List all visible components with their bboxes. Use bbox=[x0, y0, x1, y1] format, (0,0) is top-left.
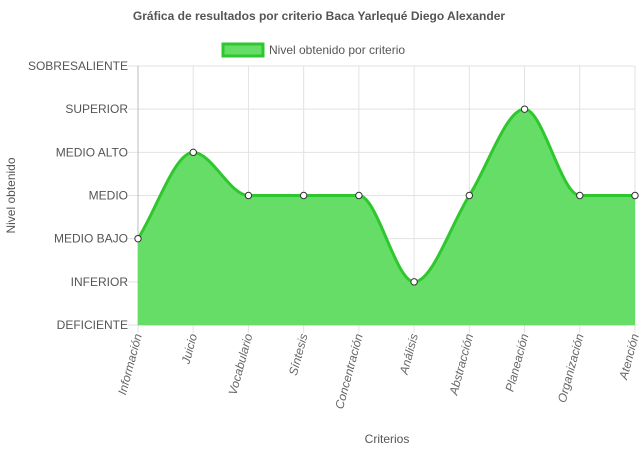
data-point[interactable] bbox=[410, 278, 418, 286]
data-point[interactable] bbox=[134, 234, 142, 243]
legend-swatch bbox=[221, 42, 265, 58]
data-point[interactable] bbox=[189, 148, 197, 157]
y-tick-label: MEDIO ALTO bbox=[56, 145, 128, 159]
y-tick-label: INFERIOR bbox=[71, 275, 129, 289]
area-layer bbox=[136, 107, 635, 326]
data-point[interactable] bbox=[576, 191, 584, 200]
data-point[interactable] bbox=[355, 191, 363, 200]
data-point[interactable] bbox=[520, 105, 529, 113]
data-point[interactable] bbox=[244, 191, 253, 200]
x-tick-label: Concentración bbox=[332, 332, 366, 411]
data-point[interactable] bbox=[631, 191, 639, 200]
y-tick-label: DEFICIENTE bbox=[57, 318, 128, 332]
legend-label: Nivel obtenido por criterio bbox=[269, 43, 405, 57]
x-tick-label: Atención bbox=[616, 332, 639, 382]
series-line bbox=[136, 107, 635, 284]
data-point[interactable] bbox=[299, 191, 308, 200]
x-ticks: Información Juicio Vocabulario Síntesis Conc… bbox=[115, 332, 639, 411]
y-tick-label: SOBRESALIENTE bbox=[28, 59, 128, 73]
points bbox=[134, 105, 639, 286]
x-tick-label: Síntesis bbox=[286, 332, 311, 377]
y-tick-label: SUPERIOR bbox=[65, 102, 128, 116]
y-axis-title: Nivel obtenido bbox=[4, 157, 18, 233]
chart-title: Gráfica de resultados por criterio Baca … bbox=[133, 9, 505, 23]
legend[interactable]: Nivel obtenido por criterio bbox=[221, 42, 405, 58]
y-tick-label: MEDIO bbox=[89, 189, 128, 203]
x-tick-label: Abstracción bbox=[446, 332, 476, 397]
x-tick-label: Juicio bbox=[178, 332, 200, 367]
x-tick-label: Organización bbox=[555, 332, 587, 404]
x-tick-label: Planeación bbox=[503, 332, 532, 393]
x-tick-label: Análisis bbox=[397, 332, 421, 377]
series-area bbox=[138, 109, 635, 326]
x-tick-label: Información bbox=[115, 332, 145, 396]
data-point[interactable] bbox=[465, 191, 474, 200]
y-tick-label: MEDIO BAJO bbox=[54, 232, 128, 246]
x-axis-title: Criterios bbox=[365, 432, 410, 446]
x-tick-label: Vocabulario bbox=[226, 332, 256, 397]
y-ticks: DEFICIENTE INFERIOR MEDIO BAJO MEDIO MEDIO A… bbox=[28, 59, 128, 332]
